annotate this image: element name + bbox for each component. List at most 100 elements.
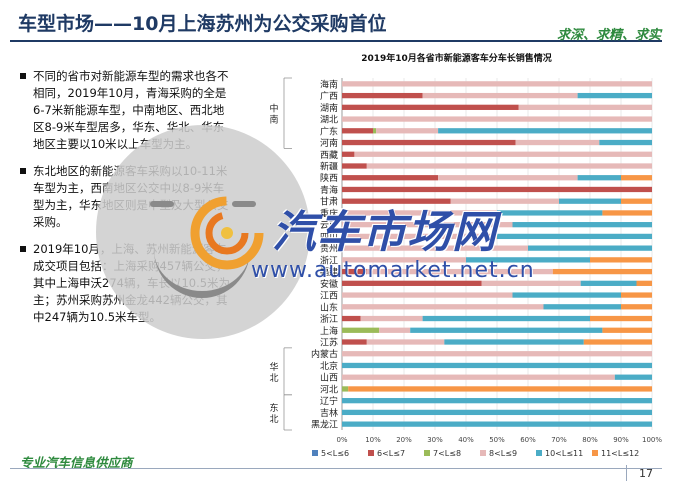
bar-segment bbox=[342, 104, 519, 110]
bar-segment bbox=[621, 292, 652, 298]
bar-segment bbox=[342, 327, 380, 333]
bar-segment bbox=[636, 280, 652, 286]
legend-label: 11<L≤12 bbox=[601, 449, 639, 458]
category-label: 辽宁 bbox=[320, 395, 338, 407]
bar-segment bbox=[342, 210, 497, 216]
bar-segment bbox=[366, 339, 445, 345]
bar-segment bbox=[342, 198, 451, 204]
bar-segment bbox=[342, 374, 615, 380]
x-tick-label: 10% bbox=[365, 436, 381, 444]
bar-segment bbox=[559, 198, 621, 204]
category-label: 江苏 bbox=[320, 337, 338, 349]
bar-segment bbox=[342, 245, 528, 251]
bar-segment bbox=[342, 175, 439, 181]
category-label: 浙江 bbox=[320, 313, 338, 325]
bar-segment bbox=[342, 304, 544, 310]
x-tick-label: 90% bbox=[613, 436, 629, 444]
bar-segment bbox=[373, 128, 377, 134]
bar-segment bbox=[602, 210, 652, 216]
bar-segment bbox=[342, 222, 513, 228]
bar-segment bbox=[590, 315, 652, 322]
bar-segment bbox=[342, 163, 367, 169]
x-tick-label: 0% bbox=[336, 436, 347, 444]
watermark-url: www.automarket.net.cn bbox=[251, 258, 535, 283]
x-tick-label: 20% bbox=[396, 436, 412, 444]
bar-segment bbox=[583, 339, 652, 345]
bar-segment bbox=[342, 92, 423, 99]
bar-segment bbox=[552, 268, 652, 275]
right-eye-shape bbox=[232, 201, 256, 207]
bar-segment bbox=[410, 327, 603, 333]
bar-segment bbox=[342, 81, 652, 87]
title-divider bbox=[10, 40, 662, 42]
bar-segment bbox=[444, 339, 584, 345]
region-label: 北 bbox=[269, 414, 278, 425]
bar-segment bbox=[342, 351, 652, 357]
category-label: 山东 bbox=[320, 301, 338, 313]
bar-segment bbox=[590, 257, 652, 263]
category-label: 四川 bbox=[320, 233, 338, 243]
bar-segment bbox=[422, 315, 590, 322]
bar-segment bbox=[422, 92, 578, 99]
bar-segment bbox=[466, 257, 590, 263]
legend-label: 5<L≤6 bbox=[321, 449, 349, 458]
bar-segment bbox=[512, 292, 621, 298]
bar-segment bbox=[342, 151, 355, 157]
watermark-logo-icon bbox=[190, 196, 264, 270]
bar-segment bbox=[497, 210, 603, 216]
chart-title: 2019年10月各省市新能源客车分车长销售情况 bbox=[361, 52, 552, 64]
left-eye-shape bbox=[150, 201, 174, 207]
region-label: 东 bbox=[269, 402, 278, 414]
bar-segment bbox=[360, 315, 423, 322]
legend-swatch bbox=[312, 450, 318, 456]
smiley-overlay bbox=[96, 125, 310, 339]
bar-segment bbox=[438, 128, 652, 134]
x-tick-label: 50% bbox=[489, 436, 505, 444]
page-number-divider bbox=[626, 465, 627, 481]
category-label: 江西 bbox=[320, 291, 338, 302]
bar-segment bbox=[481, 280, 581, 286]
category-label: 河北 bbox=[320, 383, 338, 395]
legend-label: 10<L≤11 bbox=[545, 449, 583, 458]
bar-segment bbox=[518, 104, 652, 110]
region-label: 南 bbox=[269, 114, 278, 126]
category-label: 新疆 bbox=[320, 161, 338, 173]
bar-segment bbox=[497, 233, 652, 240]
bar-segment bbox=[342, 186, 652, 193]
category-label: 北京 bbox=[320, 360, 338, 372]
category-label: 贵州 bbox=[320, 243, 338, 255]
category-label: 吉林 bbox=[320, 407, 338, 419]
bar-segment bbox=[528, 245, 652, 251]
bar-segment bbox=[379, 327, 411, 333]
legend-swatch bbox=[592, 450, 598, 456]
bar-segment bbox=[342, 292, 513, 298]
legend-swatch bbox=[480, 450, 486, 456]
bar-segment bbox=[342, 139, 516, 146]
region-label: 华 bbox=[269, 361, 278, 373]
legend-swatch bbox=[368, 450, 374, 456]
category-label: 内蒙古 bbox=[311, 348, 338, 360]
category-label: 湖南 bbox=[320, 102, 338, 114]
x-tick-label: 40% bbox=[458, 436, 474, 444]
legend-swatch bbox=[424, 450, 430, 456]
category-label: 青海 bbox=[320, 184, 338, 196]
category-label: 广西 bbox=[320, 90, 338, 102]
category-label: 陕西 bbox=[320, 172, 338, 184]
bar-segment bbox=[342, 409, 652, 416]
legend-label: 8<L≤9 bbox=[489, 449, 517, 458]
x-tick-label: 70% bbox=[551, 436, 567, 444]
region-label: 中 bbox=[269, 103, 278, 115]
legend-swatch bbox=[536, 450, 542, 456]
bar-segment bbox=[599, 139, 652, 146]
slogan: 求深、求精、求实 bbox=[556, 28, 661, 43]
category-label: 上海 bbox=[320, 325, 338, 337]
bar-segment bbox=[354, 151, 652, 157]
bar-segment bbox=[342, 362, 652, 369]
category-label: 黑龙江 bbox=[311, 419, 338, 431]
bar-segment bbox=[621, 175, 652, 181]
category-label: 广东 bbox=[320, 125, 338, 137]
category-label: 湖北 bbox=[320, 115, 338, 126]
bar-segment bbox=[342, 421, 652, 427]
bar-segment bbox=[366, 268, 553, 275]
category-label: 重庆 bbox=[320, 207, 338, 219]
